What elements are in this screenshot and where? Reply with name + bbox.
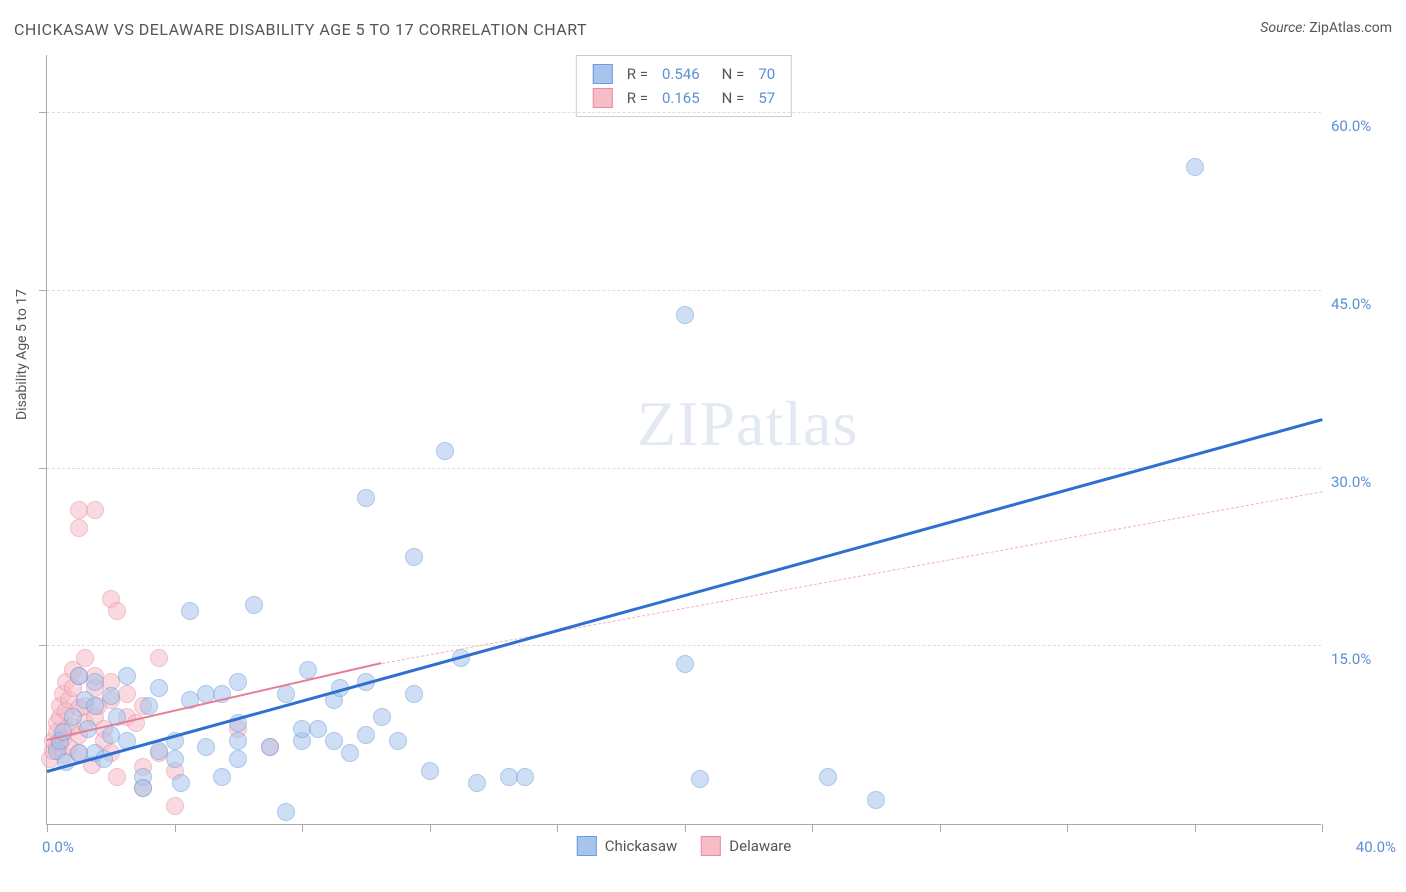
legend-item: Chickasaw xyxy=(577,836,677,856)
data-point xyxy=(819,768,837,786)
data-point xyxy=(325,732,343,750)
data-point xyxy=(140,697,158,715)
gridline xyxy=(47,290,1321,291)
data-point xyxy=(389,732,407,750)
data-point xyxy=(229,732,247,750)
y-tick-label: 30.0% xyxy=(1331,473,1401,491)
y-tick xyxy=(39,112,47,113)
x-tick xyxy=(685,824,686,832)
source-value: ZipAtlas.com xyxy=(1309,20,1392,36)
data-point xyxy=(245,596,263,614)
gridline xyxy=(47,112,1321,113)
data-point xyxy=(405,548,423,566)
trend-line xyxy=(47,418,1323,773)
x-tick xyxy=(175,824,176,832)
legend-swatch xyxy=(577,836,597,856)
data-point xyxy=(181,602,199,620)
data-point xyxy=(70,519,88,537)
data-point xyxy=(150,649,168,667)
data-point xyxy=(676,306,694,324)
source-attribution: Source: ZipAtlas.com xyxy=(1260,20,1392,36)
x-tick xyxy=(1067,824,1068,832)
data-point xyxy=(76,649,94,667)
gridline xyxy=(47,645,1321,646)
data-point xyxy=(1186,158,1204,176)
x-tick xyxy=(47,824,48,832)
gridline xyxy=(47,468,1321,469)
data-point xyxy=(357,726,375,744)
y-tick-label: 15.0% xyxy=(1331,650,1401,668)
data-point xyxy=(86,673,104,691)
data-point xyxy=(373,708,391,726)
data-point xyxy=(197,738,215,756)
series-swatch xyxy=(593,64,613,84)
data-point xyxy=(118,685,136,703)
data-point xyxy=(676,655,694,673)
legend-item: Delaware xyxy=(701,836,791,856)
data-point xyxy=(421,762,439,780)
stats-r-value: 0.165 xyxy=(662,89,700,107)
y-tick xyxy=(39,290,47,291)
data-point xyxy=(166,797,184,815)
data-point xyxy=(309,720,327,738)
stats-n-value: 70 xyxy=(758,65,775,83)
y-tick-label: 45.0% xyxy=(1331,295,1401,313)
data-point xyxy=(867,791,885,809)
stats-n-label: N = xyxy=(722,89,745,107)
stats-row: R = 0.546 N = 70 xyxy=(593,62,775,86)
legend-label: Delaware xyxy=(729,837,791,855)
x-tick xyxy=(1195,824,1196,832)
x-tick xyxy=(557,824,558,832)
legend-swatch xyxy=(701,836,721,856)
data-point xyxy=(229,750,247,768)
x-tick xyxy=(812,824,813,832)
stats-r-value: 0.546 xyxy=(662,65,700,83)
x-tick xyxy=(302,824,303,832)
x-tick xyxy=(430,824,431,832)
data-point xyxy=(691,770,709,788)
x-axis-max-label: 40.0% xyxy=(1356,838,1396,856)
data-point xyxy=(277,803,295,821)
data-point xyxy=(108,602,126,620)
data-point xyxy=(341,744,359,762)
series-swatch xyxy=(593,88,613,108)
stats-box: R = 0.546 N = 70 R = 0.165 N = 57 xyxy=(576,55,792,117)
x-tick xyxy=(940,824,941,832)
data-point xyxy=(357,489,375,507)
data-point xyxy=(405,685,423,703)
data-point xyxy=(261,738,279,756)
stats-r-label: R = xyxy=(627,65,648,83)
data-point xyxy=(86,697,104,715)
data-point xyxy=(516,768,534,786)
data-point xyxy=(118,667,136,685)
x-tick xyxy=(1322,824,1323,832)
data-point xyxy=(166,750,184,768)
y-tick xyxy=(39,468,47,469)
y-tick-label: 60.0% xyxy=(1331,117,1401,135)
stats-n-label: N = xyxy=(722,65,745,83)
source-label: Source: xyxy=(1260,20,1305,36)
y-tick xyxy=(39,645,47,646)
data-point xyxy=(229,673,247,691)
data-point xyxy=(172,774,190,792)
plot-area: ZIPatlas 0.0% 40.0% R =0.546N =70R =0.16… xyxy=(46,55,1321,825)
data-point xyxy=(468,774,486,792)
data-point xyxy=(213,768,231,786)
legend-label: Chickasaw xyxy=(605,837,677,855)
data-point xyxy=(64,708,82,726)
stats-row: R = 0.165 N = 57 xyxy=(593,86,775,110)
data-point xyxy=(150,679,168,697)
x-axis-min-label: 0.0% xyxy=(42,838,74,856)
data-point xyxy=(134,779,152,797)
legend: Chickasaw Delaware xyxy=(577,836,791,856)
y-axis-title: Disability Age 5 to 17 xyxy=(14,289,30,420)
stats-n-value: 57 xyxy=(758,89,775,107)
data-point xyxy=(108,768,126,786)
data-point xyxy=(86,501,104,519)
chart-title: CHICKASAW VS DELAWARE DISABILITY AGE 5 T… xyxy=(14,20,587,39)
data-point xyxy=(436,442,454,460)
watermark: ZIPatlas xyxy=(637,387,858,461)
data-point xyxy=(102,687,120,705)
stats-r-label: R = xyxy=(627,89,648,107)
